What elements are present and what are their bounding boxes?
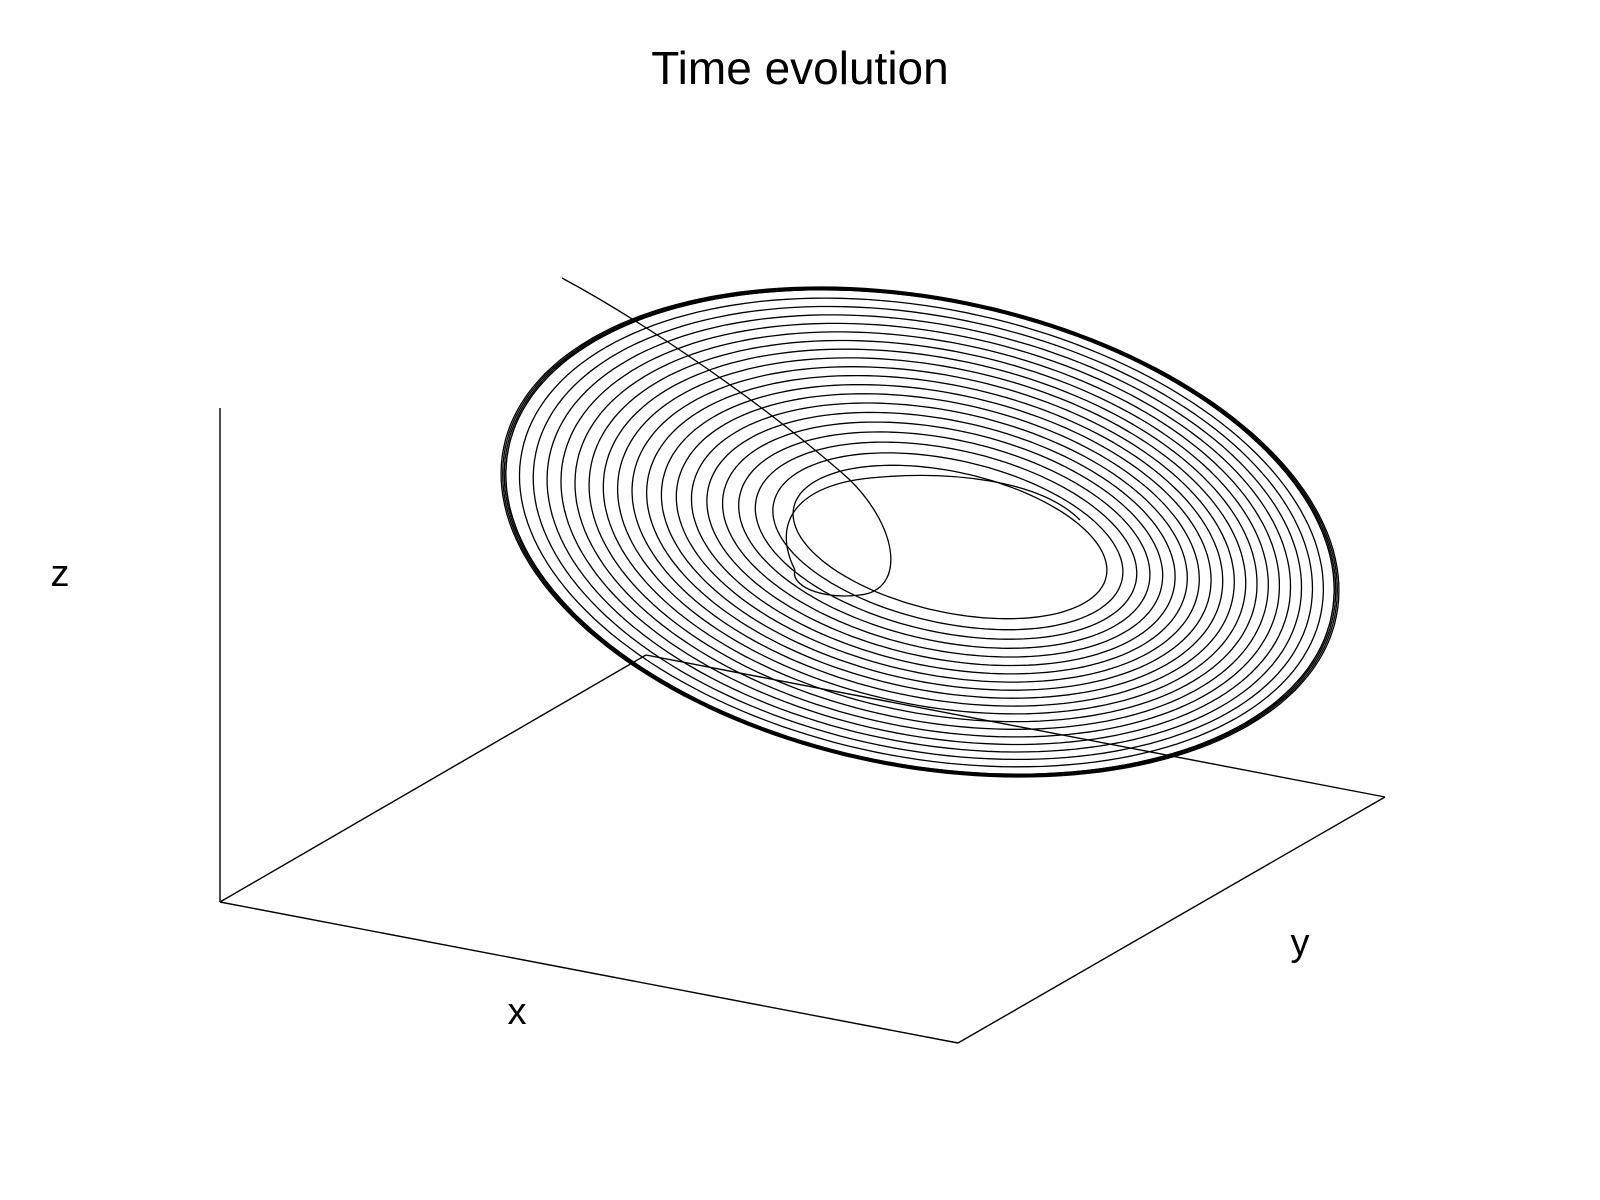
z-axis-label: z bbox=[51, 553, 70, 595]
trajectory-series bbox=[500, 277, 1340, 778]
chart-title: Time evolution bbox=[651, 42, 948, 94]
trajectory-inner-loop bbox=[785, 474, 1081, 571]
trajectory-ring bbox=[518, 297, 1325, 768]
trajectory-entry-curve bbox=[561, 277, 892, 597]
trajectory-ring bbox=[645, 374, 1224, 699]
trajectory-ring bbox=[675, 393, 1200, 683]
back-floor-edge-right bbox=[645, 654, 1386, 798]
trajectory-ring bbox=[772, 452, 1124, 631]
trajectory-ring bbox=[560, 322, 1292, 746]
back-floor-edge-left bbox=[219, 654, 647, 903]
trajectory-ring bbox=[546, 314, 1303, 753]
x-axis-label: x bbox=[508, 991, 527, 1033]
trajectory-ring bbox=[631, 366, 1235, 707]
trajectory-ring bbox=[602, 348, 1258, 723]
trajectory-ring bbox=[690, 402, 1188, 675]
trajectory-ring bbox=[616, 357, 1247, 715]
trajectory-ring bbox=[754, 441, 1138, 640]
x-axis-line bbox=[219, 901, 959, 1044]
trajectory-ring bbox=[532, 305, 1314, 761]
trajectory-ring bbox=[721, 421, 1164, 658]
trajectory-ring bbox=[738, 431, 1151, 649]
trajectory-ring bbox=[503, 288, 1337, 776]
trajectory-ring bbox=[500, 286, 1340, 778]
trajectory-ring bbox=[505, 289, 1335, 775]
axis-box bbox=[219, 408, 1386, 1044]
y-axis-line bbox=[957, 796, 1386, 1044]
trajectory-ring bbox=[706, 411, 1176, 667]
trajectory-ring bbox=[502, 287, 1338, 777]
trajectory-ring bbox=[792, 464, 1108, 620]
y-axis-label: y bbox=[1291, 922, 1310, 964]
trajectory-ring bbox=[588, 339, 1269, 730]
trajectory-ring bbox=[574, 331, 1281, 738]
trajectory-ring bbox=[660, 383, 1212, 691]
